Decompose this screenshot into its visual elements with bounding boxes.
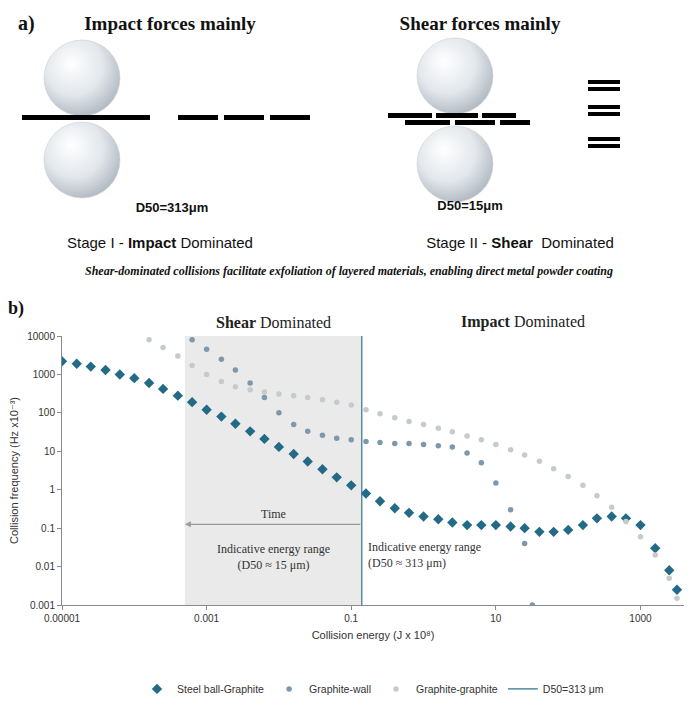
- svg-text:a): a): [18, 12, 35, 35]
- svg-text:10: 10: [44, 446, 56, 457]
- svg-text:Time: Time: [261, 507, 286, 521]
- svg-text:Shear Dominated: Shear Dominated: [216, 314, 331, 331]
- svg-text:0.00001: 0.00001: [44, 613, 81, 624]
- svg-text:Graphite-wall: Graphite-wall: [309, 683, 371, 695]
- svg-text:0.1: 0.1: [41, 523, 55, 534]
- svg-text:Steel ball-Graphite: Steel ball-Graphite: [177, 683, 264, 695]
- svg-text:10: 10: [490, 613, 502, 624]
- svg-text:Stage II - Shear Dominated: Stage II - Shear Dominated: [426, 234, 614, 251]
- svg-text:0.001: 0.001: [30, 600, 55, 611]
- svg-text:Impact Dominated: Impact Dominated: [461, 313, 585, 331]
- svg-text:Collision energy (J x 10⁸): Collision energy (J x 10⁸): [312, 629, 435, 641]
- svg-text:b): b): [8, 298, 24, 319]
- svg-text:0.1: 0.1: [344, 613, 358, 624]
- svg-text:100: 100: [38, 407, 55, 418]
- svg-text:Indicative energy range(D50 ≈: Indicative energy range(D50 ≈ 15 μm): [217, 542, 330, 572]
- svg-text:D50=15μm: D50=15μm: [437, 198, 502, 213]
- html-text:Shear-dominated collisions fac: Shear-dominated collisions facilitate ex…: [85, 264, 613, 278]
- svg-text:0.001: 0.001: [194, 613, 219, 624]
- svg-text:Indicative energy range(D50 ≈: Indicative energy range(D50 ≈ 313 μm): [368, 540, 481, 570]
- svg-text:0.01: 0.01: [36, 561, 56, 572]
- svg-text:D50=313 μm: D50=313 μm: [543, 683, 604, 695]
- svg-text:D50=313μm: D50=313μm: [136, 200, 209, 215]
- svg-text:1: 1: [49, 484, 55, 495]
- svg-text:Stage I - Impact Dominated: Stage I - Impact Dominated: [67, 234, 253, 251]
- svg-text:1000: 1000: [33, 369, 56, 380]
- svg-text:Shear forces mainly: Shear forces mainly: [400, 13, 561, 34]
- svg-text:Collision frequency (Hz x10⁻³): Collision frequency (Hz x10⁻³): [8, 397, 20, 544]
- svg-text:10000: 10000: [27, 331, 55, 342]
- svg-text:Graphite-graphite: Graphite-graphite: [416, 683, 498, 695]
- svg-text:Impact forces mainly: Impact forces mainly: [84, 13, 256, 34]
- svg-text:1000: 1000: [629, 613, 652, 624]
